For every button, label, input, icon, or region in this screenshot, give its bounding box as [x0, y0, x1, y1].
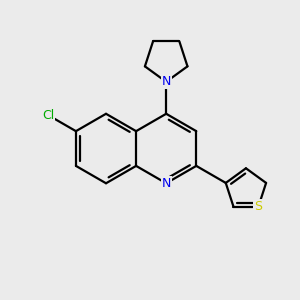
Text: S: S [254, 200, 262, 213]
Text: Cl: Cl [42, 109, 54, 122]
Text: N: N [161, 177, 171, 190]
Text: N: N [161, 75, 171, 88]
